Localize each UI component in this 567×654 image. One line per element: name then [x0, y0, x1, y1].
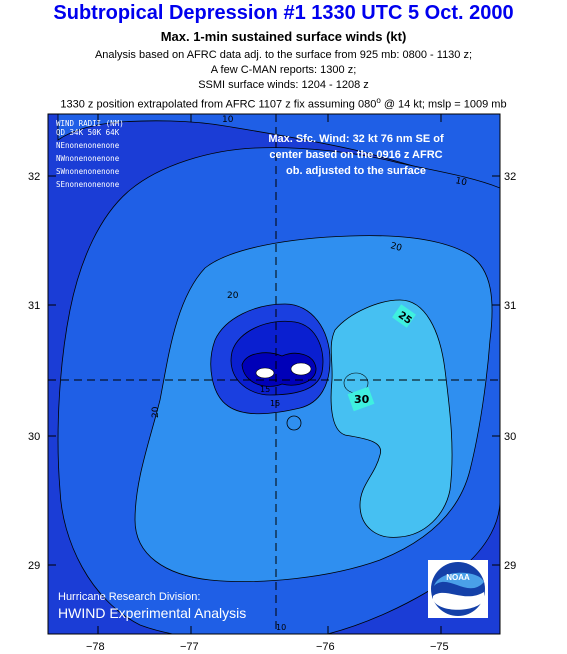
svg-text:NOAA: NOAA — [446, 573, 470, 582]
y-tick-label-left: 32 — [28, 171, 40, 183]
info-line-cman: A few C-MAN reports: 1300 z; — [210, 64, 357, 76]
wind-radii-row-se: SEnonenonenone — [56, 180, 120, 189]
max-wind-marker-25 — [392, 304, 416, 328]
y-tick-label-left: 31 — [28, 300, 40, 312]
max-wind-note-line2: center based on the 0916 z AFRC — [269, 149, 442, 161]
wind-radii-row-ne: NEnonenonenone — [56, 141, 120, 150]
credit-line2: HWIND Experimental Analysis — [58, 605, 246, 621]
credit-line1: Hurricane Research Division: — [58, 591, 200, 603]
x-tick-label: −75 — [430, 641, 449, 653]
calm-spot-west — [255, 367, 275, 379]
contour-label-20-nw: 20 — [227, 291, 239, 301]
contour-label-east: 10 — [454, 176, 468, 188]
y-tick-label-right: 29 — [504, 560, 516, 572]
contour-label-15-b: 15 — [270, 399, 280, 408]
info-line-position: 1330 z position extrapolated from AFRC 1… — [0, 96, 567, 111]
x-tick-label: −77 — [180, 641, 199, 653]
small-contour-south — [286, 415, 302, 431]
map-subtitle: Max. 1-min sustained surface winds (kt) — [160, 29, 407, 44]
y-tick-label-right: 32 — [504, 171, 516, 183]
x-tick-label: −76 — [316, 641, 335, 653]
x-tick-label: −78 — [86, 641, 105, 653]
max-wind-note-line3: ob. adjusted to the surface — [286, 165, 426, 177]
degree-sup: o — [376, 96, 381, 105]
y-tick-label-right: 31 — [504, 300, 516, 312]
calm-spot-east — [290, 362, 312, 376]
wind-radii-row-nw: NWnonenonenone — [56, 154, 120, 163]
contour-innermost — [241, 352, 317, 387]
y-tick-label-left: 30 — [28, 431, 40, 443]
map-title: Subtropical Depression #1 1330 UTC 5 Oct… — [53, 2, 514, 24]
wind-radii-title: WIND RADII (NM) — [56, 119, 124, 128]
contour-label-30: 30 — [354, 393, 370, 406]
y-tick-label-left: 29 — [28, 560, 40, 572]
contour-label-top: 10 — [222, 115, 234, 125]
contour-label-20-west: 20 — [151, 406, 161, 418]
info-line-analysis: Analysis based on AFRC data adj. to the … — [94, 49, 473, 61]
position-text-post: @ 14 kt; mslp = 1009 mb — [380, 98, 507, 111]
contour-band-25-30 — [330, 299, 453, 538]
wind-radii-row-sw: SWnonenonenone — [56, 167, 120, 176]
info-line-ssmi: SSMI surface winds: 1204 - 1208 z — [198, 79, 369, 91]
noaa-logo: NOAA — [428, 560, 488, 618]
position-text-pre: 1330 z position extrapolated from AFRC 1… — [60, 98, 377, 111]
y-tick-label-right: 30 — [504, 431, 516, 443]
contour-label-15-a: 15 — [260, 385, 270, 394]
max-wind-marker-30 — [347, 386, 375, 412]
wind-radii-header: QD 34K 50K 64K — [56, 128, 120, 137]
max-wind-note-line1: Max. Sfc. Wind: 32 kt 76 nm SE of — [268, 133, 444, 145]
contour-label-bottom: 10 — [276, 623, 286, 632]
plot-frame — [47, 113, 501, 635]
contour-label-20-ne: 20 — [389, 241, 403, 254]
